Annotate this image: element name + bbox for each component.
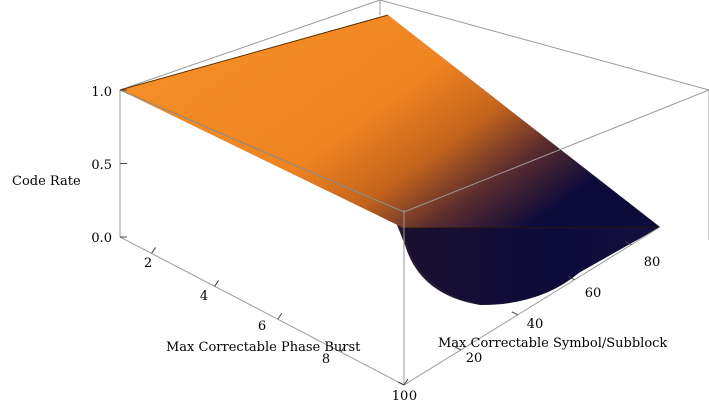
- y-tick-mark: [568, 276, 575, 281]
- x-tick-label-8: 8: [322, 352, 330, 367]
- x-axis-title: Max Correctable Phase Burst: [166, 340, 361, 355]
- x-tick-mark: [151, 247, 156, 254]
- y-tick-label-20: 20: [466, 351, 483, 366]
- z-tick-label-1: 1.0: [91, 85, 112, 100]
- x-tick-mark: [403, 378, 409, 386]
- surface-curl: [404, 227, 660, 305]
- y-tick-mark: [625, 241, 632, 246]
- code-rate-surface: [119, 14, 661, 306]
- axis-ticks: [120, 89, 632, 386]
- surface-top-edge: [119, 14, 389, 91]
- y-tick-label-0: 0: [409, 389, 417, 404]
- z-tick-label-05: 0.5: [91, 158, 112, 173]
- x-tick-mark: [340, 345, 346, 353]
- z-tick-label-0: 0.0: [91, 231, 112, 246]
- surface-flat-edge: [403, 226, 661, 229]
- x-tick-label-6: 6: [258, 319, 266, 334]
- surface-top: [120, 15, 660, 228]
- x-tick-label-2: 2: [144, 256, 152, 271]
- y-tick-mark: [397, 381, 405, 386]
- y-tick-label-60: 60: [585, 286, 602, 301]
- z-axis-title: Code Rate: [12, 174, 81, 189]
- y-tick-mark: [454, 346, 462, 351]
- y-tick-label-40: 40: [527, 317, 544, 332]
- x-tick-mark: [214, 280, 220, 287]
- x-tick-label-10: 10: [392, 389, 409, 404]
- x-tick-mark: [277, 312, 283, 320]
- x-tick-label-4: 4: [200, 289, 208, 304]
- y-axis-title: Max Correctable Symbol/Subblock: [438, 336, 667, 351]
- y-tick-mark: [511, 311, 519, 316]
- y-tick-label-80: 80: [644, 255, 661, 270]
